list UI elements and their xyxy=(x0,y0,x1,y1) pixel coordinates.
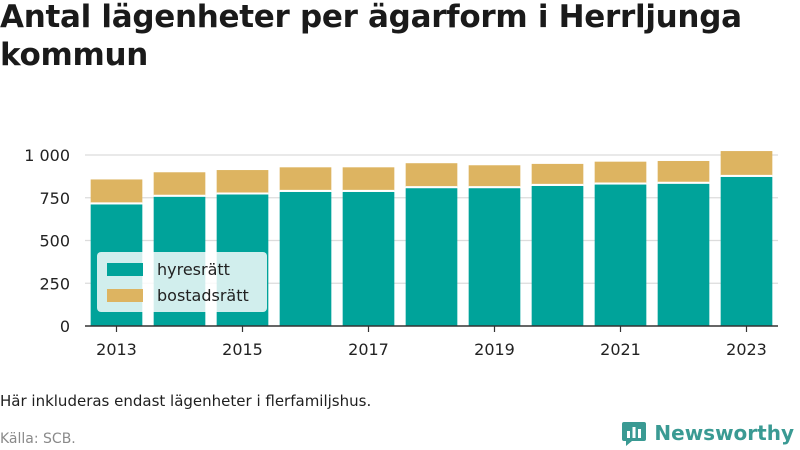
bar-hyresratt xyxy=(405,188,458,326)
bar-bostadsratt xyxy=(531,163,584,185)
x-tick-label: 2017 xyxy=(348,340,389,359)
x-tick-label: 2021 xyxy=(600,340,641,359)
y-tick-label: 1 000 xyxy=(24,146,70,165)
bar-bostadsratt xyxy=(405,163,458,188)
legend-swatch-hyresratt xyxy=(107,263,143,276)
bar-bostadsratt xyxy=(90,179,143,204)
bar-bostadsratt xyxy=(153,172,206,196)
newsworthy-logo-icon xyxy=(622,422,647,446)
bar-hyresratt xyxy=(531,185,584,326)
legend-item-hyresratt: hyresrätt xyxy=(107,260,230,279)
chart-legend: hyresrätt bostadsrätt xyxy=(97,252,267,312)
y-tick-label: 250 xyxy=(39,274,70,293)
legend-label-hyresratt: hyresrätt xyxy=(157,260,230,279)
brand-name: Newsworthy xyxy=(654,421,794,445)
x-tick-label: 2023 xyxy=(726,340,767,359)
x-tick-label: 2019 xyxy=(474,340,515,359)
bar-hyresratt xyxy=(657,183,710,326)
x-tick-label: 2015 xyxy=(222,340,263,359)
bar-bostadsratt xyxy=(720,151,773,176)
bar-bostadsratt xyxy=(279,167,332,191)
bar-hyresratt xyxy=(468,188,521,326)
chart-title: Antal lägenheter per ägarform i Herrljun… xyxy=(0,0,742,73)
bar-hyresratt xyxy=(342,191,395,326)
bar-hyresratt xyxy=(720,176,773,326)
legend-swatch-bostadsratt xyxy=(107,289,143,302)
bar-bostadsratt xyxy=(468,165,521,188)
chart-note: Här inkluderas endast lägenheter i flerf… xyxy=(0,392,372,410)
chart-source: Källa: SCB. xyxy=(0,431,76,447)
bar-bostadsratt xyxy=(657,160,710,183)
legend-label-bostadsratt: bostadsrätt xyxy=(157,286,249,305)
bar-hyresratt xyxy=(279,191,332,326)
stacked-bar-chart: 0 250 500 750 1 000 2013 2015 2017 2019 2021 2023 xyxy=(24,146,778,359)
y-tick-label: 500 xyxy=(39,232,70,251)
y-tick-label: 750 xyxy=(39,189,70,208)
bar-bostadsratt xyxy=(342,167,395,191)
legend-item-bostadsratt: bostadsrätt xyxy=(107,286,249,305)
bar-bostadsratt xyxy=(594,161,647,184)
y-tick-label: 0 xyxy=(60,317,70,336)
brand-logo: Newsworthy xyxy=(622,420,794,446)
x-tick-label: 2013 xyxy=(96,340,137,359)
bar-bostadsratt xyxy=(216,170,269,194)
bar-hyresratt xyxy=(594,184,647,326)
